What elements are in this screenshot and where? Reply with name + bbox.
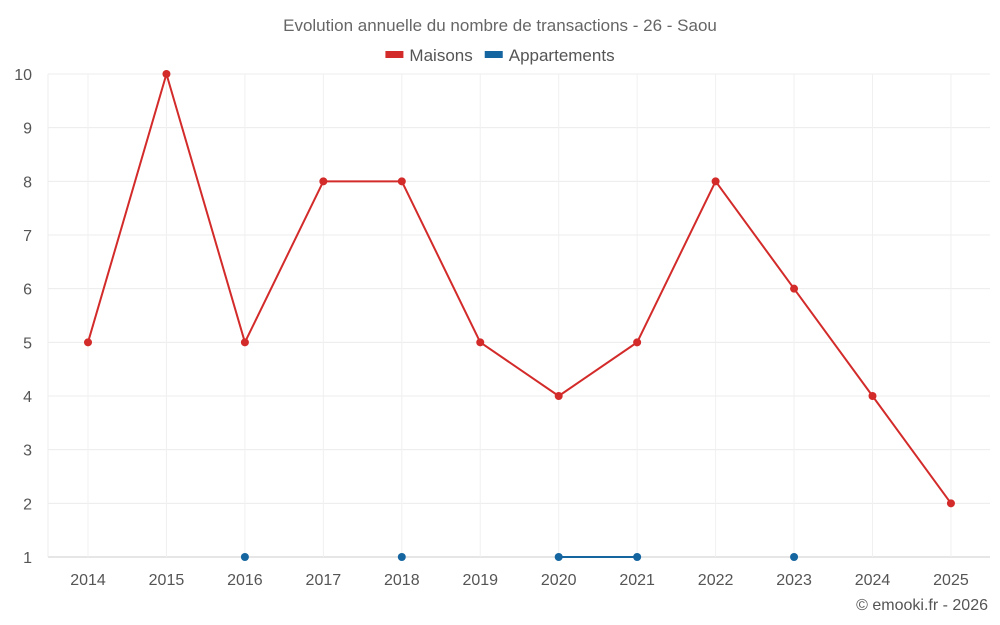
x-tick-label: 2016 bbox=[227, 572, 263, 589]
data-point bbox=[319, 177, 328, 186]
legend-item-appartements: Appartements bbox=[484, 46, 615, 65]
series-line-segment bbox=[558, 341, 638, 397]
x-tick-label: 2015 bbox=[149, 572, 185, 589]
x-tick-label: 2024 bbox=[855, 572, 891, 589]
credit-text: © emooki.fr - 2026 bbox=[856, 597, 988, 614]
series-appartements bbox=[240, 553, 799, 561]
series-maisons bbox=[84, 70, 955, 508]
y-tick-label: 3 bbox=[23, 443, 32, 460]
data-point bbox=[711, 177, 720, 186]
data-point bbox=[397, 177, 406, 186]
series-line-segment bbox=[793, 288, 874, 397]
x-tick-label: 2022 bbox=[698, 572, 734, 589]
series-line-segment bbox=[400, 180, 482, 343]
y-tick-label: 8 bbox=[23, 174, 32, 191]
y-tick-label: 2 bbox=[23, 496, 32, 513]
series-line-segment bbox=[165, 73, 246, 343]
series-line-segment bbox=[714, 180, 795, 290]
y-tick-label: 7 bbox=[23, 228, 32, 245]
data-point bbox=[162, 70, 171, 78]
y-tick-label: 4 bbox=[23, 389, 32, 406]
y-tick-label: 10 bbox=[14, 67, 32, 84]
legend-label: Maisons bbox=[409, 46, 472, 65]
legend-item-maisons: Maisons bbox=[385, 46, 473, 65]
data-point bbox=[84, 338, 92, 347]
y-tick-label: 6 bbox=[23, 282, 32, 299]
data-point bbox=[397, 553, 406, 561]
data-point bbox=[946, 499, 955, 508]
y-tick-label: 1 bbox=[23, 550, 32, 567]
x-tick-label: 2023 bbox=[776, 572, 812, 589]
data-point bbox=[554, 392, 563, 400]
plot-area bbox=[84, 70, 955, 561]
grid bbox=[47, 73, 990, 558]
legend: Maisons Appartements bbox=[385, 46, 615, 65]
chart-title: Evolution annuelle du nombre de transact… bbox=[283, 16, 717, 35]
y-axis: 1 2 3 4 5 6 7 8 9 10 bbox=[14, 67, 32, 567]
series-line-segment bbox=[636, 180, 717, 343]
data-point bbox=[240, 338, 249, 347]
legend-label: Appartements bbox=[509, 46, 615, 65]
x-tick-label: 2019 bbox=[462, 572, 498, 589]
data-point bbox=[633, 338, 642, 347]
legend-swatch bbox=[484, 51, 503, 58]
x-tick-label: 2021 bbox=[619, 572, 655, 589]
legend-swatch bbox=[385, 51, 404, 58]
data-point bbox=[868, 392, 877, 400]
x-axis: 2014 2015 2016 2017 2018 2019 2020 2021 2022 2023… bbox=[70, 572, 969, 589]
x-tick-label: 2018 bbox=[384, 572, 420, 589]
data-point bbox=[790, 284, 799, 293]
data-point bbox=[476, 338, 485, 347]
x-tick-label: 2017 bbox=[306, 572, 342, 589]
series-line-segment bbox=[871, 395, 952, 504]
x-tick-label: 2020 bbox=[541, 572, 577, 589]
data-point bbox=[790, 553, 799, 561]
series-line-segment bbox=[87, 73, 168, 343]
data-point bbox=[554, 553, 563, 561]
series-line-segment bbox=[244, 180, 325, 343]
x-tick-label: 2025 bbox=[933, 572, 969, 589]
series-line-segment bbox=[479, 341, 560, 397]
y-tick-label: 9 bbox=[23, 121, 32, 138]
data-point bbox=[633, 553, 642, 561]
data-point bbox=[240, 553, 249, 561]
y-tick-label: 5 bbox=[23, 335, 32, 352]
x-tick-label: 2014 bbox=[70, 572, 106, 589]
